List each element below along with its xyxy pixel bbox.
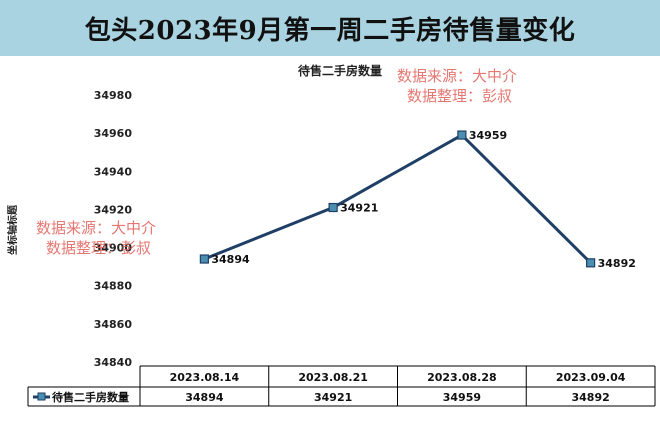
y-tick-label: 34900 bbox=[94, 242, 133, 255]
data-label: 34921 bbox=[340, 202, 378, 215]
data-label: 34959 bbox=[469, 129, 507, 142]
data-point bbox=[457, 130, 467, 140]
y-tick-label: 34840 bbox=[94, 356, 133, 369]
watermark-line2: 数据整理：彭叔 bbox=[407, 87, 513, 105]
y-tick-label: 34860 bbox=[94, 318, 133, 331]
legend-label: 待售二手房数量 bbox=[51, 390, 129, 404]
data-point bbox=[328, 202, 338, 213]
y-tick-label: 34880 bbox=[94, 280, 133, 293]
data-label: 34894 bbox=[211, 253, 250, 266]
watermark-line1: 数据来源：大中介 bbox=[36, 219, 157, 237]
series-line bbox=[203, 133, 592, 264]
legend-marker bbox=[37, 392, 46, 401]
title-banner: 包头2023年9月第一周二手房待售量变化 bbox=[0, 0, 660, 56]
y-ticks: 34840 34860 34880 34900 34920 34940 34960 34980 bbox=[94, 89, 133, 369]
category-label: 2023.08.21 bbox=[298, 371, 368, 384]
table-value: 34921 bbox=[314, 391, 352, 404]
y-tick-label: 34940 bbox=[94, 165, 133, 178]
category-label: 2023.09.04 bbox=[556, 371, 626, 384]
watermark-line1: 数据来源：大中介 bbox=[397, 67, 518, 85]
category-label: 2023.08.14 bbox=[170, 371, 240, 384]
watermark-line2: 数据整理：彭叔 bbox=[46, 239, 152, 257]
series-layer: 34894 34921 34959 34892 bbox=[199, 129, 636, 270]
y-tick-label: 34920 bbox=[94, 203, 133, 216]
data-table: 2023.08.14 2023.08.21 2023.08.28 2023.09.04… bbox=[27, 365, 656, 407]
data-label: 34892 bbox=[598, 257, 636, 270]
watermark-top: 数据来源：大中介 数据整理：彭叔 bbox=[397, 66, 517, 106]
page-title: 包头2023年9月第一周二手房待售量变化 bbox=[84, 15, 576, 46]
watermark-left: 数据来源：大中介 数据整理：彭叔 bbox=[36, 218, 156, 258]
table-value: 34959 bbox=[443, 391, 481, 404]
y-tick-label: 34980 bbox=[94, 89, 133, 102]
table-value: 34894 bbox=[185, 391, 224, 404]
y-tick-label: 34960 bbox=[94, 127, 133, 140]
data-point bbox=[586, 258, 596, 268]
table-value: 34892 bbox=[571, 391, 609, 404]
chart-title: 待售二手房数量 bbox=[297, 64, 382, 78]
data-point bbox=[199, 254, 209, 264]
category-label: 2023.08.28 bbox=[427, 371, 497, 384]
